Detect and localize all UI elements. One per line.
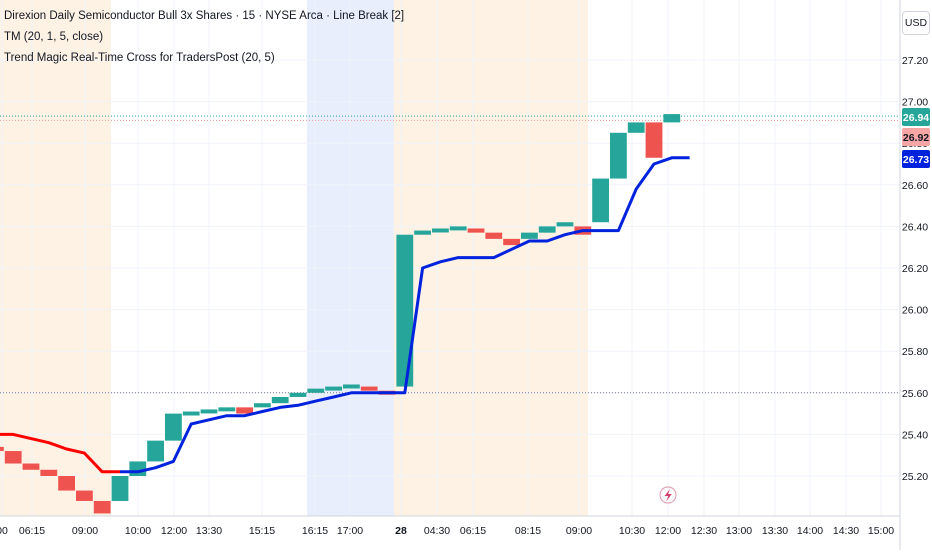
- x-tick-label: 14:00: [797, 525, 823, 537]
- x-tick-label: 09:00: [72, 525, 98, 537]
- brick[interactable]: [236, 407, 253, 414]
- x-tick-label: 09:00: [566, 525, 592, 537]
- brick[interactable]: [467, 228, 485, 233]
- x-tick-label: 06:15: [19, 525, 45, 537]
- price-label-box: [902, 128, 930, 146]
- brick[interactable]: [627, 122, 645, 133]
- x-tick-label: 16:15: [302, 525, 328, 537]
- y-tick-label: 26.60: [902, 180, 928, 192]
- brick[interactable]: [663, 114, 681, 123]
- y-tick-label: 26.40: [902, 221, 928, 233]
- brick[interactable]: [182, 411, 200, 416]
- x-tick-label: 28: [395, 525, 407, 537]
- x-tick-label: 15:00: [868, 525, 894, 537]
- x-tick-label: 13:00: [726, 525, 752, 537]
- price-label-box: [902, 108, 930, 126]
- x-tick-label: 10:30: [619, 525, 645, 537]
- x-tick-label: 12:30: [691, 525, 717, 537]
- brick[interactable]: [218, 407, 236, 412]
- x-tick-label: 12:00: [161, 525, 187, 537]
- brick[interactable]: [556, 222, 574, 227]
- premarket-shading: [0, 0, 111, 516]
- brick[interactable]: [76, 490, 93, 501]
- brick[interactable]: [360, 386, 378, 391]
- brick[interactable]: [289, 392, 307, 397]
- y-tick-label: 25.80: [902, 346, 928, 358]
- brick[interactable]: [40, 469, 58, 476]
- brick[interactable]: [503, 238, 520, 246]
- brick[interactable]: [396, 234, 414, 387]
- brick[interactable]: [111, 476, 129, 501]
- x-tick-label: 04:30: [424, 525, 450, 537]
- brick[interactable]: [147, 440, 164, 462]
- brick[interactable]: [521, 232, 538, 239]
- y-tick-label: 25.20: [902, 471, 928, 483]
- brick[interactable]: [0, 446, 4, 452]
- brick[interactable]: [129, 461, 147, 476]
- x-tick-label: 10:00: [125, 525, 151, 537]
- brick[interactable]: [271, 396, 289, 404]
- brick[interactable]: [93, 500, 111, 514]
- indicator-tm-label[interactable]: TM (20, 1, 5, close): [4, 31, 104, 43]
- y-tick-label: 25.60: [902, 388, 928, 400]
- brick[interactable]: [610, 132, 627, 179]
- y-tick-label: 25.40: [902, 429, 928, 441]
- symbol-title[interactable]: Direxion Daily Semiconductor Bull 3x Sha…: [4, 10, 405, 22]
- brick[interactable]: [4, 451, 22, 464]
- brick[interactable]: [307, 388, 325, 393]
- price-label-box: [902, 150, 930, 168]
- x-tick-label: 06:15: [460, 525, 486, 537]
- x-tick-label: 08:15: [515, 525, 541, 537]
- y-tick-label: 26.20: [902, 263, 928, 275]
- x-tick-label: 12:00: [655, 525, 681, 537]
- brick[interactable]: [645, 122, 663, 158]
- trend-magic-line-down: [0, 432, 120, 474]
- brick[interactable]: [325, 386, 342, 391]
- x-tick-label: 15:15: [249, 525, 275, 537]
- x-tick-label: 00: [0, 525, 8, 537]
- price-label: 26.92: [903, 132, 929, 144]
- trend-magic-line-up: [120, 156, 690, 474]
- brick[interactable]: [254, 403, 271, 408]
- x-tick-label: 14:30: [833, 525, 859, 537]
- lightning-event-icon[interactable]: [659, 486, 677, 504]
- y-tick-label: 26.00: [902, 305, 928, 317]
- brick[interactable]: [200, 409, 218, 414]
- y-tick-label: 27.00: [902, 97, 928, 109]
- brick[interactable]: [485, 232, 503, 239]
- indicator-trend-magic-label[interactable]: Trend Magic Real-Time Cross for TradersP…: [4, 52, 275, 64]
- chart-legend: Direxion Daily Semiconductor Bull 3x Sha…: [4, 6, 404, 69]
- x-tick-label: 17:00: [337, 525, 363, 537]
- brick[interactable]: [449, 226, 467, 231]
- brick[interactable]: [414, 230, 431, 235]
- brick[interactable]: [22, 463, 40, 470]
- price-label: 26.73: [903, 154, 929, 166]
- price-label: 26.94: [903, 112, 929, 124]
- brick[interactable]: [343, 384, 360, 389]
- x-tick-label: 13:30: [762, 525, 788, 537]
- brick[interactable]: [538, 226, 556, 233]
- brick[interactable]: [165, 413, 182, 441]
- y-tick-label: 27.20: [902, 55, 928, 67]
- brick[interactable]: [592, 178, 609, 223]
- x-tick-label: 13:30: [196, 525, 222, 537]
- brick[interactable]: [432, 228, 449, 233]
- currency-button[interactable]: USD: [902, 11, 930, 35]
- brick[interactable]: [58, 476, 75, 491]
